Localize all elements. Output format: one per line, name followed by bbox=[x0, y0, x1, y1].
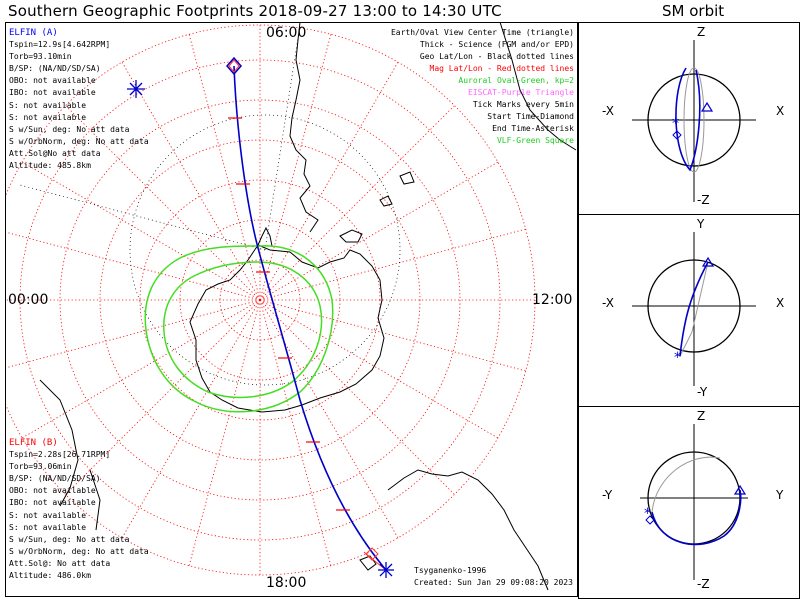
end-asterisk-marker bbox=[378, 562, 394, 578]
legend-item: Geo Lat/Lon - Black dotted lines bbox=[419, 52, 574, 61]
elfin-b-header: ELFIN (B) bbox=[9, 438, 58, 448]
tick-marks bbox=[228, 117, 350, 511]
elfin-b-line: Att.Sol@: No att data bbox=[9, 558, 111, 568]
auroral-oval-inner bbox=[163, 261, 323, 399]
sm3-axis-left: -Y bbox=[602, 488, 613, 502]
elfin-b-line: Torb=93.06min bbox=[9, 462, 72, 472]
elfin-a-line: Altitude: 485.8km bbox=[9, 161, 91, 171]
sm2-axis-left: -X bbox=[602, 296, 614, 310]
legend-item: Earth/Oval View Center Time (triangle) bbox=[390, 28, 574, 37]
elfin-a-line: S: not available bbox=[9, 112, 87, 122]
elfin-a-header: ELFIN (A) bbox=[9, 28, 58, 38]
antarctica-coastline bbox=[189, 244, 385, 413]
tasmania-coastline bbox=[359, 555, 377, 571]
model-credit: Tsyganenko-1996 bbox=[414, 566, 487, 575]
south-america-coastline bbox=[289, 23, 319, 233]
elfin-b-line: S: not available bbox=[9, 510, 87, 520]
elfin-b-line: IBO: not available bbox=[9, 498, 96, 508]
elfin-b-info: ELFIN (B) Tspin=2.28s[26.71RPM] Torb=93.… bbox=[9, 437, 149, 582]
sm2-axis-right: X bbox=[776, 296, 785, 310]
elfin-a-line: Torb=93.10min bbox=[9, 52, 72, 62]
sm1-axis-bottom: -Z bbox=[697, 193, 710, 207]
elfin-b-line: S: not available bbox=[9, 522, 87, 532]
antarctic-peninsula bbox=[257, 226, 273, 247]
sm3-axis-bottom: -Z bbox=[697, 577, 710, 591]
sm-orbit-title: SM orbit bbox=[662, 2, 725, 20]
sm-panel-xz: * bbox=[632, 40, 756, 202]
sm3-axis-right: Y bbox=[776, 488, 784, 502]
sm1-axis-right: X bbox=[776, 104, 785, 118]
sm1-axis-top: Z bbox=[697, 25, 706, 39]
elfin-b-line: OBO: not available bbox=[9, 486, 96, 496]
legend-item: Auroral Oval-Green, kp=2 bbox=[458, 76, 574, 85]
sm3-axis-top: Z bbox=[697, 409, 706, 423]
elfin-b-line: S w/OrbNorm, deg: No att data bbox=[9, 546, 149, 556]
elfin-b-line: Altitude: 486.0km bbox=[9, 571, 91, 581]
africa-coastline bbox=[499, 23, 577, 151]
elfin-a-line: IBO: not available bbox=[9, 88, 96, 98]
geo-grid bbox=[19, 24, 401, 386]
sm-orbit-plots: * * * bbox=[632, 40, 756, 580]
svg-text:*: * bbox=[644, 506, 651, 522]
footprint-map[interactable] bbox=[0, 0, 580, 600]
elfin-b-line: Tspin=2.28s[26.71RPM] bbox=[9, 450, 111, 460]
legend-item: EISCAT-Purple Triangle bbox=[468, 88, 574, 97]
legend-item: Tick Marks every 5min bbox=[472, 100, 574, 109]
sm-panel-xy: * bbox=[632, 232, 756, 386]
elfin-a-line: B/SP: (NA/ND/SD/SA) bbox=[9, 64, 101, 74]
map-panel-frame bbox=[5, 22, 578, 597]
time-label-bottom: 18:00 bbox=[266, 575, 307, 591]
australia-coastline bbox=[387, 469, 549, 591]
elfin-b-line: S w/Sun, deg: No att data bbox=[9, 534, 130, 544]
elfin-a-line: Att.Sol@No att data bbox=[9, 148, 101, 158]
time-label-left: 00:00 bbox=[8, 292, 49, 308]
elfin-a-line: OBO: not available bbox=[9, 76, 96, 86]
legend-item: End Time-Asterisk bbox=[492, 124, 574, 133]
mag-lon-spokes bbox=[6, 25, 535, 575]
elfin-a-line: S w/Sun, deg: No att data bbox=[9, 124, 130, 134]
legend-item: Thick - Science (FGM and/or EPD) bbox=[419, 40, 574, 49]
elfin-a-info: ELFIN (A) Tspin=12.9s[4.642RPM] Torb=93.… bbox=[9, 27, 149, 172]
legend-item: Start Time-Diamond bbox=[487, 112, 574, 121]
svg-text:*: * bbox=[672, 116, 679, 132]
elfin-b-diamond-marker bbox=[365, 547, 379, 561]
time-label-top: 06:00 bbox=[266, 25, 307, 41]
sm1-axis-left: -X bbox=[602, 104, 614, 118]
elfin-a-footprint-track bbox=[233, 65, 387, 571]
elfin-a-line: S: not available bbox=[9, 100, 87, 110]
legend-item: VLF-Green Square bbox=[496, 136, 574, 145]
svg-text:*: * bbox=[674, 350, 681, 366]
islands-atlantic bbox=[339, 171, 415, 243]
elfin-b-line: B/SP: (NA/ND/SD/SA) bbox=[9, 474, 101, 484]
eiscat-asterisk-marker bbox=[127, 80, 145, 98]
sm-panel-yz: * bbox=[640, 424, 748, 580]
new-zealand-coastline bbox=[39, 379, 101, 531]
elfin-a-line: Tspin=12.9s[4.642RPM] bbox=[9, 40, 111, 50]
sm2-axis-bottom: -Y bbox=[697, 385, 708, 399]
legend-item: Mag Lat/Lon - Red dotted lines bbox=[429, 64, 575, 73]
start-diamond-marker bbox=[226, 56, 242, 76]
auroral-oval-outer bbox=[144, 245, 334, 413]
sm2-axis-top: Y bbox=[697, 217, 705, 231]
created-timestamp: Created: Sun Jan 29 09:08:20 2023 bbox=[414, 578, 573, 587]
map-legend: Earth/Oval View Center Time (triangle) Th… bbox=[391, 27, 574, 147]
time-label-right: 12:00 bbox=[532, 292, 573, 308]
page-title: Southern Geographic Footprints 2018-09-2… bbox=[8, 2, 502, 20]
elfin-a-line: S w/OrbNorm, deg: No att data bbox=[9, 136, 149, 146]
